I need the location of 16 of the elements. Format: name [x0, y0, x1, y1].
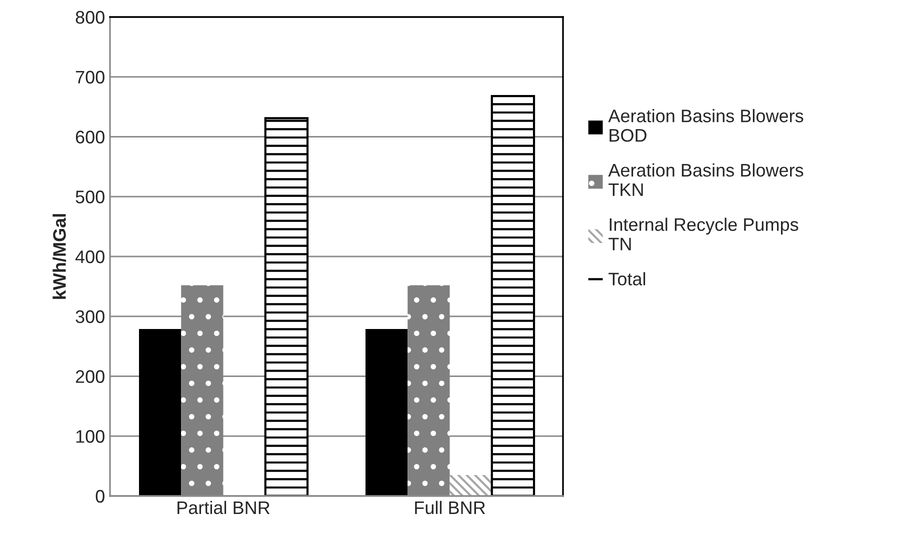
y-tick-label: 300 — [76, 310, 104, 324]
legend-label: Aeration Basins Blowers BOD — [608, 109, 804, 142]
legend-label: Internal Recycle Pumps TN — [608, 218, 798, 250]
y-tick-label: 400 — [75, 250, 104, 264]
legend-label: Aeration Basins Blowers TKN — [608, 163, 804, 196]
legend-label: Total — [608, 272, 646, 286]
y-tick-label: 0 — [96, 490, 104, 503]
y-tick-label: 800 — [76, 10, 104, 24]
y-tick-label: 500 — [76, 190, 104, 204]
y-tick-label: 600 — [76, 130, 104, 144]
y-tick-label: 200 — [76, 370, 104, 383]
y-tick-label: 700 — [76, 70, 104, 84]
y-tick-label: 100 — [76, 430, 104, 443]
x-tick-label: Full BNR — [415, 500, 486, 514]
x-tick-label: Partial BNR — [178, 500, 270, 514]
y-axis-title: kWh/MGal — [52, 214, 66, 299]
